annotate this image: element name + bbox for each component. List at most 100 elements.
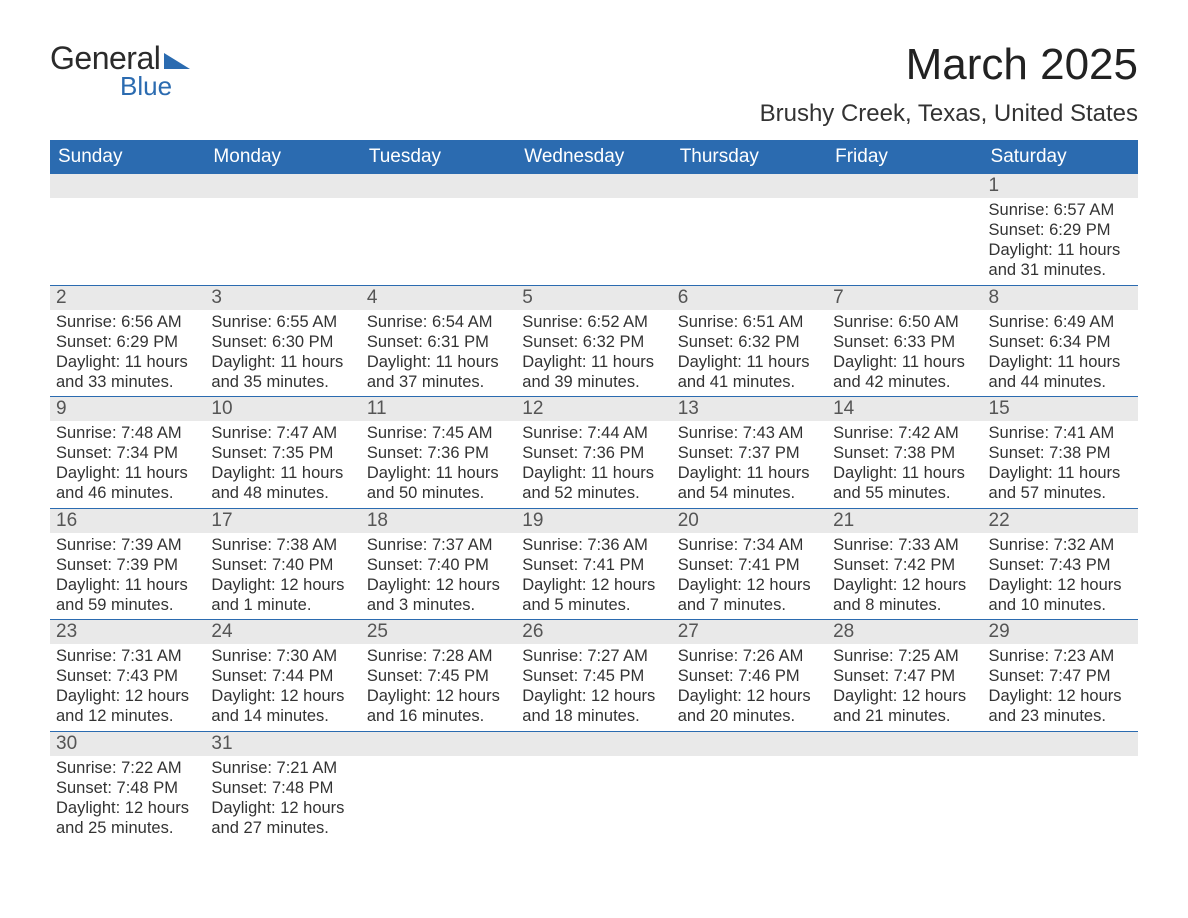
cell-body: Sunrise: 6:56 AMSunset: 6:29 PMDaylight:…	[50, 310, 205, 397]
cell-line-dl1: Daylight: 11 hours	[211, 463, 354, 483]
calendar-cell: 26Sunrise: 7:27 AMSunset: 7:45 PMDayligh…	[516, 620, 671, 732]
cell-line-dl1: Daylight: 12 hours	[211, 798, 354, 818]
cell-line-sunrise: Sunrise: 7:41 AM	[989, 423, 1132, 443]
day-header: Monday	[205, 140, 360, 174]
cell-line-sunset: Sunset: 7:36 PM	[367, 443, 510, 463]
cell-line-dl2: and 25 minutes.	[56, 818, 199, 838]
cell-body	[827, 756, 982, 836]
day-number: 23	[50, 620, 205, 644]
cell-line-sunset: Sunset: 6:29 PM	[56, 332, 199, 352]
cell-body: Sunrise: 7:37 AMSunset: 7:40 PMDaylight:…	[361, 533, 516, 620]
cell-line-dl1: Daylight: 11 hours	[989, 240, 1132, 260]
cell-line-dl2: and 41 minutes.	[678, 372, 821, 392]
day-number	[50, 174, 205, 198]
day-number: 18	[361, 509, 516, 533]
calendar-cell	[983, 731, 1138, 842]
calendar-row: 1Sunrise: 6:57 AMSunset: 6:29 PMDaylight…	[50, 174, 1138, 285]
day-number: 20	[672, 509, 827, 533]
day-header: Wednesday	[516, 140, 671, 174]
calendar-cell: 27Sunrise: 7:26 AMSunset: 7:46 PMDayligh…	[672, 620, 827, 732]
day-number: 17	[205, 509, 360, 533]
calendar-row: 23Sunrise: 7:31 AMSunset: 7:43 PMDayligh…	[50, 620, 1138, 732]
cell-line-sunrise: Sunrise: 7:38 AM	[211, 535, 354, 555]
day-number: 1	[983, 174, 1138, 198]
calendar-cell	[205, 174, 360, 285]
cell-body: Sunrise: 7:34 AMSunset: 7:41 PMDaylight:…	[672, 533, 827, 620]
calendar-cell: 30Sunrise: 7:22 AMSunset: 7:48 PMDayligh…	[50, 731, 205, 842]
brand-word2: Blue	[120, 71, 172, 102]
calendar-cell: 1Sunrise: 6:57 AMSunset: 6:29 PMDaylight…	[983, 174, 1138, 285]
calendar-cell: 11Sunrise: 7:45 AMSunset: 7:36 PMDayligh…	[361, 397, 516, 509]
day-number: 12	[516, 397, 671, 421]
cell-body: Sunrise: 7:47 AMSunset: 7:35 PMDaylight:…	[205, 421, 360, 508]
cell-line-dl1: Daylight: 11 hours	[56, 575, 199, 595]
calendar-cell: 28Sunrise: 7:25 AMSunset: 7:47 PMDayligh…	[827, 620, 982, 732]
cell-line-sunset: Sunset: 6:33 PM	[833, 332, 976, 352]
cell-line-sunrise: Sunrise: 7:45 AM	[367, 423, 510, 443]
cell-body	[672, 756, 827, 836]
cell-line-dl2: and 1 minute.	[211, 595, 354, 615]
cell-body	[516, 756, 671, 836]
cell-line-sunrise: Sunrise: 7:43 AM	[678, 423, 821, 443]
cell-line-sunrise: Sunrise: 7:30 AM	[211, 646, 354, 666]
month-title: March 2025	[760, 40, 1138, 90]
cell-line-sunset: Sunset: 7:36 PM	[522, 443, 665, 463]
calendar-cell: 6Sunrise: 6:51 AMSunset: 6:32 PMDaylight…	[672, 285, 827, 397]
calendar-cell	[361, 174, 516, 285]
cell-body: Sunrise: 7:22 AMSunset: 7:48 PMDaylight:…	[50, 756, 205, 843]
day-number	[827, 174, 982, 198]
cell-line-sunrise: Sunrise: 6:51 AM	[678, 312, 821, 332]
cell-line-sunset: Sunset: 7:40 PM	[367, 555, 510, 575]
cell-line-dl2: and 57 minutes.	[989, 483, 1132, 503]
day-number: 29	[983, 620, 1138, 644]
cell-body: Sunrise: 7:23 AMSunset: 7:47 PMDaylight:…	[983, 644, 1138, 731]
cell-line-sunrise: Sunrise: 6:56 AM	[56, 312, 199, 332]
cell-line-sunset: Sunset: 7:46 PM	[678, 666, 821, 686]
calendar-cell	[672, 174, 827, 285]
cell-body: Sunrise: 7:44 AMSunset: 7:36 PMDaylight:…	[516, 421, 671, 508]
cell-line-sunrise: Sunrise: 7:22 AM	[56, 758, 199, 778]
cell-line-dl2: and 52 minutes.	[522, 483, 665, 503]
cell-line-dl2: and 27 minutes.	[211, 818, 354, 838]
cell-line-sunrise: Sunrise: 7:37 AM	[367, 535, 510, 555]
cell-line-sunrise: Sunrise: 6:50 AM	[833, 312, 976, 332]
day-number	[361, 174, 516, 198]
cell-line-sunset: Sunset: 7:39 PM	[56, 555, 199, 575]
day-number: 16	[50, 509, 205, 533]
cell-body: Sunrise: 7:42 AMSunset: 7:38 PMDaylight:…	[827, 421, 982, 508]
calendar-cell: 4Sunrise: 6:54 AMSunset: 6:31 PMDaylight…	[361, 285, 516, 397]
brand-triangle-icon	[164, 53, 190, 69]
calendar-cell	[516, 731, 671, 842]
cell-line-sunset: Sunset: 7:34 PM	[56, 443, 199, 463]
cell-line-sunset: Sunset: 7:40 PM	[211, 555, 354, 575]
cell-line-sunset: Sunset: 7:41 PM	[522, 555, 665, 575]
day-number: 6	[672, 286, 827, 310]
cell-body	[983, 756, 1138, 836]
cell-line-dl1: Daylight: 11 hours	[211, 352, 354, 372]
calendar-row: 2Sunrise: 6:56 AMSunset: 6:29 PMDaylight…	[50, 285, 1138, 397]
cell-line-dl1: Daylight: 11 hours	[678, 463, 821, 483]
cell-line-dl1: Daylight: 11 hours	[522, 352, 665, 372]
cell-line-dl2: and 14 minutes.	[211, 706, 354, 726]
cell-line-dl2: and 21 minutes.	[833, 706, 976, 726]
cell-line-dl1: Daylight: 12 hours	[678, 575, 821, 595]
cell-body	[516, 198, 671, 278]
calendar-cell: 5Sunrise: 6:52 AMSunset: 6:32 PMDaylight…	[516, 285, 671, 397]
cell-line-dl2: and 59 minutes.	[56, 595, 199, 615]
cell-body: Sunrise: 7:30 AMSunset: 7:44 PMDaylight:…	[205, 644, 360, 731]
day-header: Friday	[827, 140, 982, 174]
calendar-row: 9Sunrise: 7:48 AMSunset: 7:34 PMDaylight…	[50, 397, 1138, 509]
cell-line-sunrise: Sunrise: 6:52 AM	[522, 312, 665, 332]
cell-line-dl2: and 10 minutes.	[989, 595, 1132, 615]
calendar-cell	[361, 731, 516, 842]
cell-body: Sunrise: 7:21 AMSunset: 7:48 PMDaylight:…	[205, 756, 360, 843]
calendar-row: 30Sunrise: 7:22 AMSunset: 7:48 PMDayligh…	[50, 731, 1138, 842]
cell-line-dl2: and 33 minutes.	[56, 372, 199, 392]
cell-body: Sunrise: 6:54 AMSunset: 6:31 PMDaylight:…	[361, 310, 516, 397]
calendar-cell: 9Sunrise: 7:48 AMSunset: 7:34 PMDaylight…	[50, 397, 205, 509]
calendar-cell	[50, 174, 205, 285]
cell-line-sunrise: Sunrise: 7:28 AM	[367, 646, 510, 666]
calendar-cell: 19Sunrise: 7:36 AMSunset: 7:41 PMDayligh…	[516, 508, 671, 620]
cell-line-dl1: Daylight: 11 hours	[833, 352, 976, 372]
calendar-header-row: Sunday Monday Tuesday Wednesday Thursday…	[50, 140, 1138, 174]
